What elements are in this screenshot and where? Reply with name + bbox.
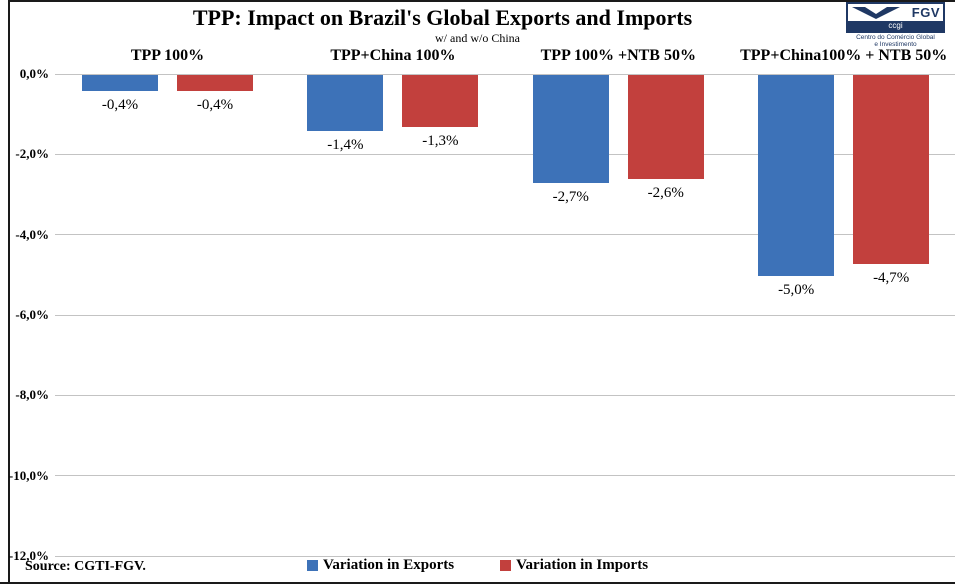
- y-axis-tick-label: -10,0%: [8, 467, 49, 483]
- imports-swatch-icon: [500, 560, 512, 571]
- y-axis-tick-label: -2,0%: [15, 146, 49, 162]
- legend-item-imports: Variation in Imports: [500, 557, 648, 574]
- source-note: Source: CGTI-FGV.: [25, 559, 146, 574]
- bar-value-label: -1,4%: [327, 137, 364, 154]
- bar-value-label: -2,6%: [647, 185, 684, 202]
- y-axis-tick-label: -8,0%: [15, 387, 49, 403]
- logo-caption-line1: Centro do Comércio Global: [856, 34, 935, 41]
- fgv-ccgi-logo: FGV ccgi Centro do Comércio Global e Inv…: [846, 2, 945, 48]
- fgv-logo-box: FGV ccgi: [846, 2, 945, 33]
- category-label: TPP+China 100%: [330, 47, 456, 64]
- legend: Variation in Exports Variation in Import…: [0, 557, 955, 574]
- bar-value-label: -4,7%: [873, 269, 910, 286]
- chart-border-bottom: [0, 582, 955, 584]
- chart-border-left: [8, 0, 10, 583]
- gridline: [55, 234, 955, 236]
- bar-exports: [758, 75, 835, 276]
- gridline: [55, 153, 955, 155]
- chart-border-top: [8, 0, 955, 2]
- gridline: [55, 475, 955, 477]
- bar-value-label: -0,4%: [101, 97, 139, 114]
- bar-exports: [307, 75, 384, 132]
- bar-imports: [402, 75, 479, 128]
- gridline: [55, 555, 955, 557]
- category-label: TPP 100%: [130, 47, 205, 64]
- bar-value-label: -5,0%: [778, 281, 815, 298]
- ccgi-strip: ccgi: [848, 21, 943, 31]
- legend-item-exports: Variation in Exports: [306, 557, 455, 574]
- chart-title: TPP: Impact on Brazil's Global Exports a…: [192, 5, 693, 30]
- chart-subtitle: w/ and w/o China: [435, 31, 520, 45]
- fgv-brand-text: FGV: [911, 5, 940, 20]
- exports-swatch-icon: [306, 560, 318, 571]
- gridline: [55, 73, 955, 75]
- y-axis-tick-label: -6,0%: [15, 307, 49, 323]
- legend-label-exports: Variation in Exports: [322, 557, 455, 573]
- bar-imports: [627, 75, 704, 180]
- logo-caption-line2: e Investimento: [874, 41, 917, 48]
- bar-value-label: -0,4%: [196, 97, 234, 114]
- gridline: [55, 394, 955, 396]
- bar-exports: [532, 75, 609, 184]
- gridline: [55, 314, 955, 316]
- bar-value-label: -2,7%: [552, 189, 589, 206]
- category-label: TPP 100% +NTB 50%: [540, 47, 696, 64]
- y-axis-tick-label: 0,0%: [19, 66, 49, 81]
- bar-exports: [82, 75, 158, 92]
- category-label: TPP+China100% + NTB 50%: [740, 47, 948, 64]
- bar-value-label: -1,3%: [422, 133, 459, 150]
- y-axis-tick-label: -12,0%: [8, 548, 49, 564]
- bar-imports: [853, 75, 930, 264]
- bar-imports: [177, 75, 253, 92]
- y-axis-tick-label: -4,0%: [15, 226, 49, 242]
- fgv-bird-icon: [852, 6, 900, 19]
- legend-label-imports: Variation in Imports: [516, 557, 649, 573]
